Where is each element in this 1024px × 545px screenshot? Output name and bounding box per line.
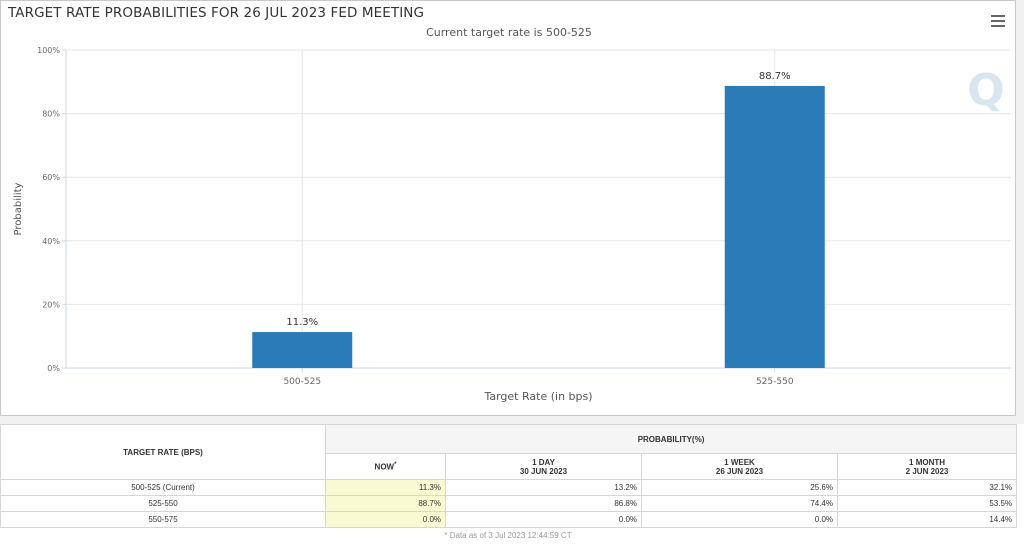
y-tick-label: 80% [42, 110, 60, 119]
x-tick-label: 525-550 [756, 377, 794, 387]
bar-500-525 [252, 332, 353, 368]
table-row: 500-525 (Current) 11.3% 13.2% 25.6% 32.1% [0, 479, 1018, 496]
probability-cell: 0.0% [445, 511, 642, 528]
column-header-0: NOW* [325, 453, 446, 480]
chart-subtitle: Current target rate is 500-525 [426, 26, 592, 39]
probability-cell: 86.8% [445, 495, 642, 512]
y-tick-label: 100% [37, 46, 60, 55]
column-header-3: 1 MONTH 2 JUN 2023 [836, 453, 1018, 480]
probability-header: PROBABILITY(%) [324, 424, 1018, 454]
watermark-logo-icon: Q [967, 65, 1004, 116]
y-axis-title: Probability [13, 182, 24, 235]
probability-cell: 13.2% [445, 479, 642, 496]
footnote: * Data as of 3 Jul 2023 12:44:59 CT [444, 531, 572, 540]
x-tick-label: 500-525 [283, 377, 321, 387]
rate-cell: 550-575 [0, 511, 326, 528]
y-tick-label: 20% [42, 300, 60, 309]
probability-cell: 14.4% [836, 511, 1018, 528]
rate-cell: 525-550 [0, 495, 326, 512]
table-body: 500-525 (Current) 11.3% 13.2% 25.6% 32.1% 525… [0, 479, 1018, 528]
data-label: 88.7% [759, 71, 791, 82]
rate-cell: 500-525 (Current) [0, 479, 326, 496]
column-header-1: 1 DAY 30 JUN 2023 [445, 453, 642, 480]
bar-chart: Q 0% 20% 40% 60% 80% 100% 11.3% 500-525 88.7% 525-… [13, 46, 1011, 403]
probability-cell: 0.0% [325, 511, 446, 528]
probability-cell: 88.7% [325, 495, 446, 512]
chart-title: TARGET RATE PROBABILITIES FOR 26 JUL 202… [8, 5, 425, 21]
y-tick-label: 0% [47, 364, 60, 373]
data-label: 11.3% [286, 317, 318, 328]
probability-cell: 0.0% [641, 511, 838, 528]
probability-cell: 32.1% [836, 479, 1018, 496]
chart-panel: TARGET RATE PROBABILITIES FOR 26 JUL 202… [0, 0, 1016, 416]
x-axis-title: Target Rate (in bps) [483, 390, 592, 403]
y-tick-label: 40% [42, 237, 60, 246]
probability-cell: 11.3% [325, 479, 446, 496]
bar-525-550 [724, 85, 825, 369]
column-header-2: 1 WEEK 26 JUN 2023 [641, 453, 838, 480]
probability-table-panel: TARGET RATE (BPS) PROBABILITY(%) NOW* 1 D… [0, 424, 1024, 545]
probability-cell: 53.5% [836, 495, 1018, 512]
hamburger-menu-icon[interactable] [991, 15, 1005, 27]
table-row: 525-550 88.7% 86.8% 74.4% 53.5% [0, 495, 1018, 512]
rate-header: TARGET RATE (BPS) [0, 424, 326, 480]
probability-table: TARGET RATE (BPS) PROBABILITY(%) NOW* 1 D… [0, 424, 1018, 528]
probability-cell: 74.4% [641, 495, 838, 512]
column-header-row: NOW* 1 DAY 30 JUN 2023 1 WEEK 26 JUN 2023 1 M… [1, 453, 1018, 480]
table-row: 550-575 0.0% 0.0% 0.0% 14.4% [0, 511, 1018, 528]
y-tick-label: 60% [42, 173, 60, 182]
probability-cell: 25.6% [641, 479, 838, 496]
